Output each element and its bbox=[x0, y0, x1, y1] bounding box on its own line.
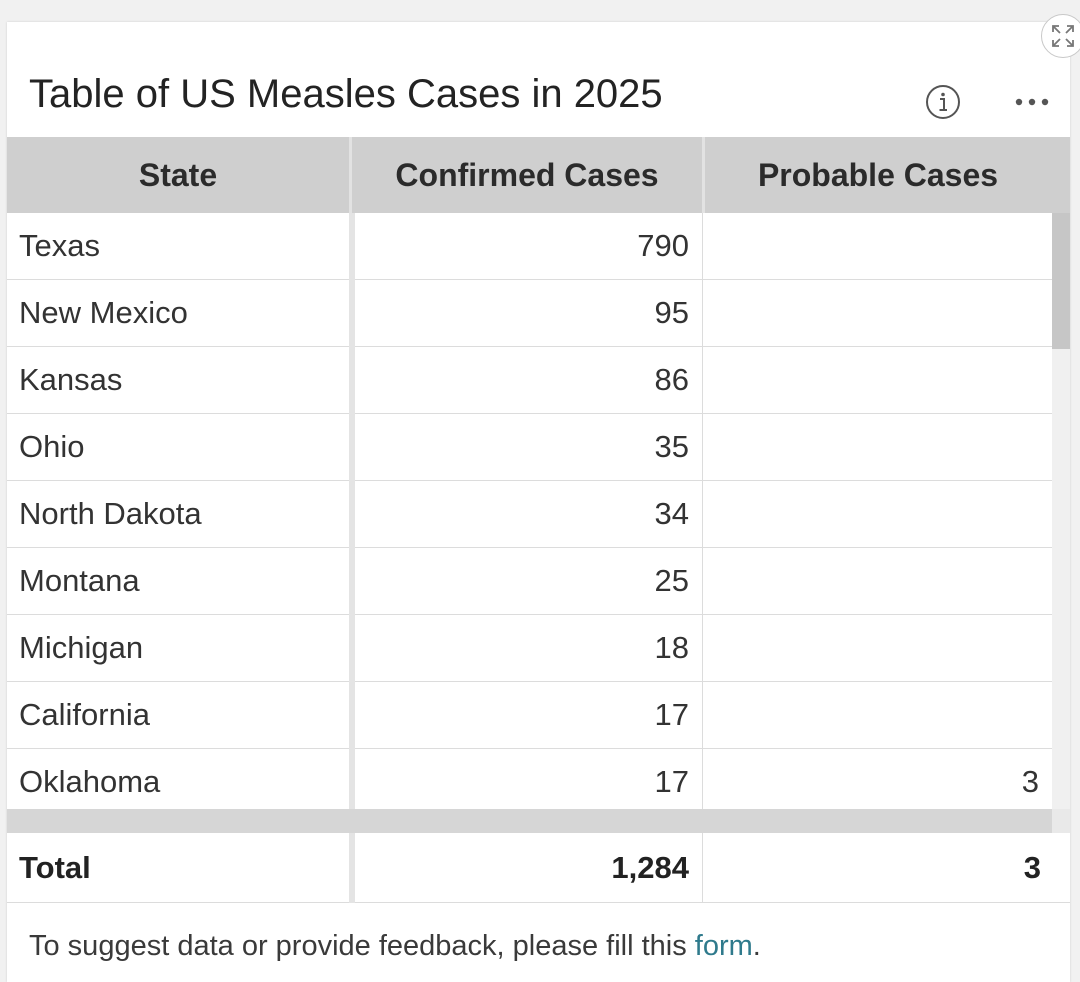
column-header-state[interactable]: State bbox=[138, 156, 218, 193]
cell-confirmed: 18 bbox=[654, 630, 689, 665]
table-row[interactable]: North Dakota 34 bbox=[7, 481, 1052, 548]
table-row[interactable]: Kansas 86 bbox=[7, 347, 1052, 414]
total-confirmed: 1,284 bbox=[611, 850, 689, 885]
table-row[interactable]: Texas 790 bbox=[7, 213, 1052, 280]
cell-confirmed: 35 bbox=[654, 429, 689, 464]
cell-confirmed: 86 bbox=[654, 362, 689, 397]
column-header-confirmed[interactable]: Confirmed Cases bbox=[395, 156, 659, 193]
cell-probable bbox=[705, 615, 1039, 681]
expand-icon bbox=[1052, 25, 1074, 47]
cell-state: Oklahoma bbox=[19, 764, 161, 799]
more-options-button[interactable] bbox=[1007, 80, 1057, 124]
cell-probable bbox=[705, 481, 1039, 547]
cell-probable bbox=[705, 682, 1039, 748]
vertical-scrollbar[interactable] bbox=[1052, 213, 1070, 809]
cell-state: California bbox=[19, 697, 150, 732]
scrollbar-corner bbox=[1052, 809, 1070, 833]
cell-confirmed: 17 bbox=[654, 764, 689, 799]
table-card: Table of US Measles Cases in 2025 State … bbox=[7, 22, 1070, 982]
cell-state: Michigan bbox=[19, 630, 144, 665]
cell-state: Montana bbox=[19, 563, 140, 598]
table-row[interactable]: Ohio 35 bbox=[7, 414, 1052, 481]
feedback-form-link[interactable]: form bbox=[694, 930, 753, 962]
table-header: State Confirmed Cases Probable Cases bbox=[7, 137, 1070, 213]
cell-state: Texas bbox=[19, 228, 100, 263]
feedback-note: To suggest data or provide feedback, ple… bbox=[29, 930, 761, 963]
column-divider bbox=[702, 137, 705, 213]
cell-probable bbox=[705, 548, 1039, 614]
cell-probable: 3 bbox=[1021, 764, 1039, 799]
cell-confirmed: 17 bbox=[654, 697, 689, 732]
cell-confirmed: 790 bbox=[637, 228, 689, 263]
table-row[interactable]: New Mexico 95 bbox=[7, 280, 1052, 347]
cell-state: North Dakota bbox=[19, 496, 202, 531]
column-header-probable[interactable]: Probable Cases bbox=[757, 156, 999, 193]
vertical-scrollbar-thumb[interactable] bbox=[1052, 213, 1070, 349]
column-divider bbox=[349, 137, 352, 213]
column-divider bbox=[702, 833, 703, 903]
page-title: Table of US Measles Cases in 2025 bbox=[29, 72, 663, 116]
info-button[interactable] bbox=[921, 80, 965, 124]
table-row[interactable]: Oklahoma 17 3 bbox=[7, 749, 1052, 816]
cell-confirmed: 95 bbox=[654, 295, 689, 330]
table-row[interactable]: Michigan 18 bbox=[7, 615, 1052, 682]
horizontal-scrollbar[interactable] bbox=[7, 809, 1070, 833]
cell-probable bbox=[705, 414, 1039, 480]
expand-button[interactable] bbox=[1041, 14, 1080, 58]
feedback-text-end: . bbox=[752, 930, 761, 962]
cell-state: Kansas bbox=[19, 362, 123, 397]
total-label: Total bbox=[19, 850, 91, 885]
cell-confirmed: 34 bbox=[654, 496, 689, 531]
table-row[interactable]: California 17 bbox=[7, 682, 1052, 749]
frozen-column-divider bbox=[349, 833, 355, 903]
feedback-text: To suggest data or provide feedback, ple… bbox=[29, 930, 695, 962]
cell-state: New Mexico bbox=[19, 295, 188, 330]
total-probable: 3 bbox=[1023, 850, 1041, 885]
table-row[interactable]: Montana 25 bbox=[7, 548, 1052, 615]
table-body: Texas 790 New Mexico 95 Kansas 86 Ohio 3… bbox=[7, 213, 1070, 833]
more-horizontal-icon bbox=[1015, 98, 1049, 106]
info-icon bbox=[926, 85, 960, 119]
cell-probable bbox=[705, 213, 1039, 279]
column-divider bbox=[702, 213, 703, 833]
cell-state: Ohio bbox=[19, 429, 85, 464]
total-row: Total 1,284 3 bbox=[7, 833, 1070, 903]
frozen-column-divider bbox=[349, 213, 355, 833]
cell-confirmed: 25 bbox=[654, 563, 689, 598]
cell-probable bbox=[705, 280, 1039, 346]
cell-probable bbox=[705, 347, 1039, 413]
